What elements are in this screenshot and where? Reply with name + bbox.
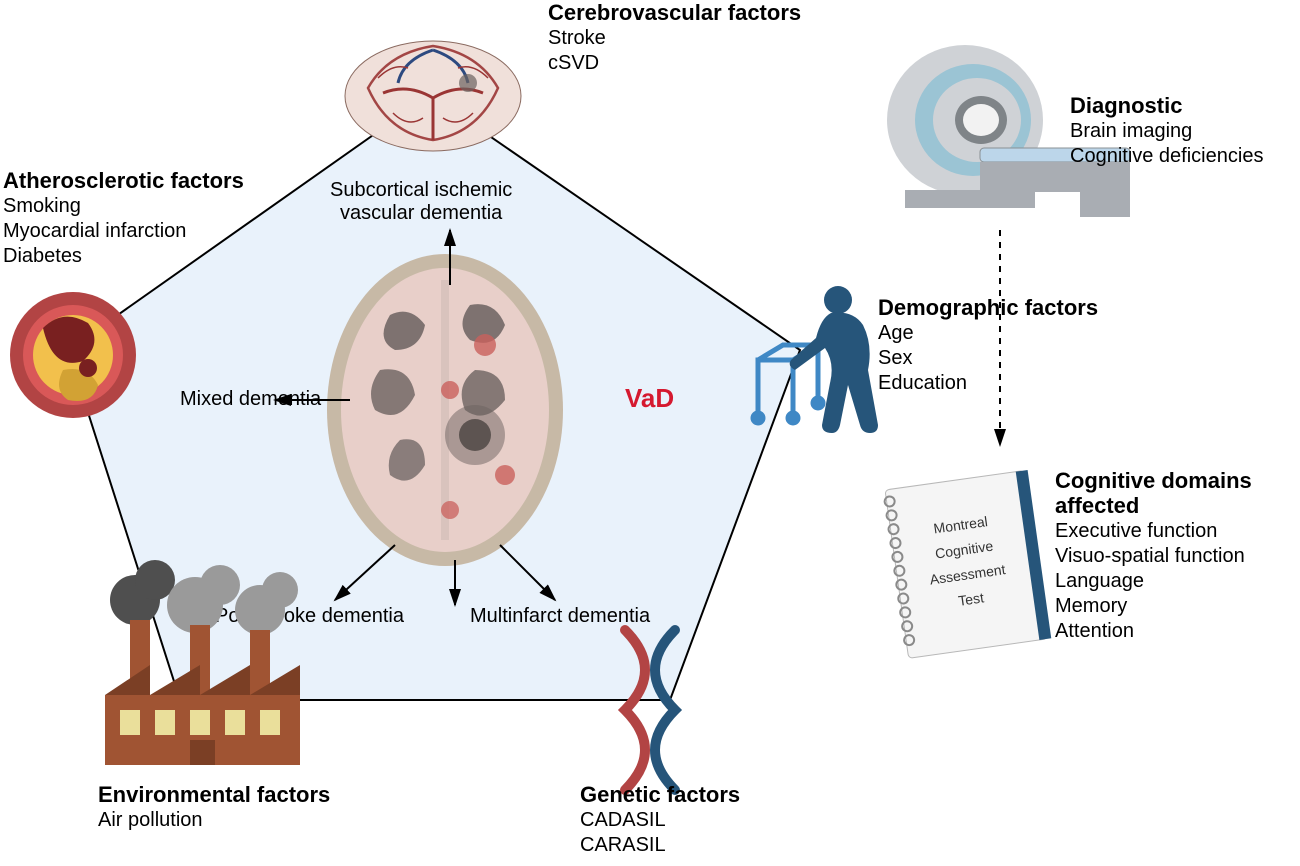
- cognitive-title: Cognitive domains affected: [1055, 468, 1300, 519]
- cognitive-item-4: Attention: [1055, 619, 1300, 644]
- genetic-title: Genetic factors: [580, 782, 740, 808]
- environmental-item-0: Air pollution: [98, 808, 330, 833]
- diagram-canvas: Subcortical ischemic vascular dementia M…: [0, 0, 1300, 866]
- atherosclerotic-title: Atherosclerotic factors: [3, 168, 244, 194]
- diagnostic-block: Diagnostic Brain imaging Cognitive defic…: [1070, 93, 1263, 169]
- cerebrovascular-title: Cerebrovascular factors: [548, 0, 801, 26]
- demographic-item-1: Sex: [878, 346, 1098, 371]
- demographic-item-0: Age: [878, 321, 1098, 346]
- cognitive-item-0: Executive function: [1055, 519, 1300, 544]
- demographic-item-2: Education: [878, 371, 1098, 396]
- atherosclerotic-block: Atherosclerotic factors Smoking Myocardi…: [3, 168, 244, 269]
- atherosclerotic-item-0: Smoking: [3, 194, 244, 219]
- cognitive-item-1: Visuo-spatial function: [1055, 544, 1300, 569]
- cognitive-block: Cognitive domains affected Executive fun…: [1055, 468, 1300, 644]
- diagnostic-title: Diagnostic: [1070, 93, 1263, 119]
- cognitive-item-2: Language: [1055, 569, 1300, 594]
- cognitive-item-3: Memory: [1055, 594, 1300, 619]
- genetic-block: Genetic factors CADASIL CARASIL: [580, 782, 740, 858]
- cerebrovascular-block: Cerebrovascular factors Stroke cSVD: [548, 0, 801, 76]
- cerebrovascular-item-1: cSVD: [548, 51, 801, 76]
- diagnostic-item-0: Brain imaging: [1070, 119, 1263, 144]
- atherosclerotic-item-2: Diabetes: [3, 244, 244, 269]
- demographic-block: Demographic factors Age Sex Education: [878, 295, 1098, 396]
- atherosclerotic-item-1: Myocardial infarction: [3, 219, 244, 244]
- environmental-block: Environmental factors Air pollution: [98, 782, 330, 833]
- genetic-item-1: CARASIL: [580, 833, 740, 858]
- demographic-title: Demographic factors: [878, 295, 1098, 321]
- environmental-title: Environmental factors: [98, 782, 330, 808]
- diagnostic-item-1: Cognitive deficiencies: [1070, 144, 1263, 169]
- cerebrovascular-item-0: Stroke: [548, 26, 801, 51]
- genetic-item-0: CADASIL: [580, 808, 740, 833]
